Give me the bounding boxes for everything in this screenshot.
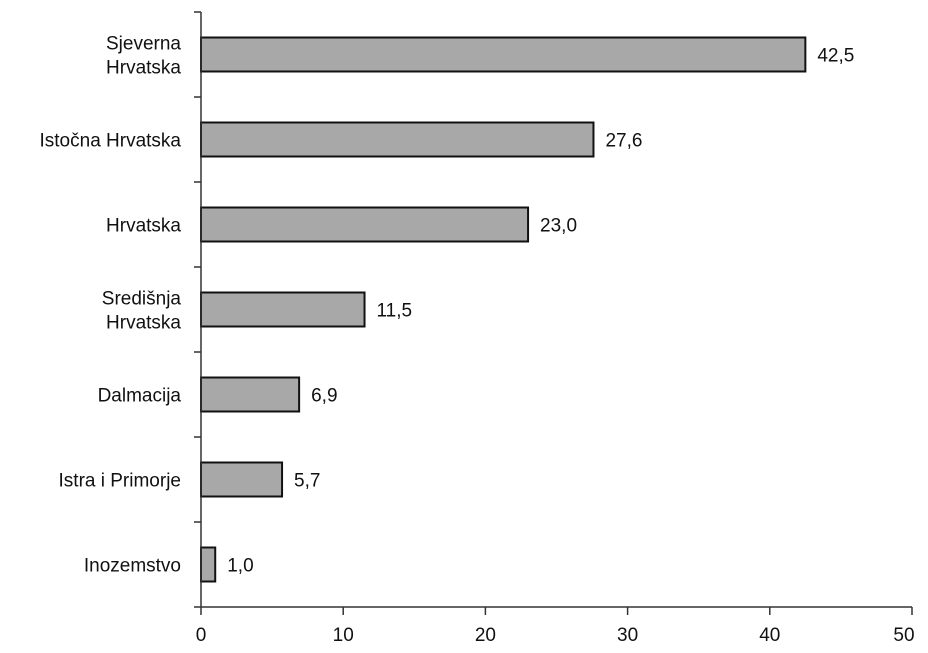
value-label: 27,6 [605, 131, 642, 152]
bar [200, 376, 301, 413]
category-label: Istra i Primorje [59, 471, 181, 492]
value-label: 1,0 [227, 556, 253, 577]
category-label: Hrvatska [106, 216, 181, 237]
value-label: 42,5 [817, 46, 854, 67]
bar [200, 291, 366, 328]
category-label: Istočna Hrvatska [40, 131, 182, 152]
bar [200, 546, 217, 583]
x-tick-label: 30 [617, 625, 638, 646]
value-label: 11,5 [377, 301, 413, 322]
bar [200, 121, 595, 158]
value-label: 6,9 [311, 386, 337, 407]
category-label: Inozemstvo [84, 556, 181, 577]
x-tick-label: 50 [893, 625, 914, 646]
bar [200, 36, 807, 73]
y-axis-ticks [194, 11, 201, 608]
x-tick-label: 0 [196, 625, 207, 646]
value-label: 5,7 [294, 471, 320, 492]
category-label: Sjeverna Hrvatska [106, 34, 181, 79]
value-label: 23,0 [540, 216, 577, 237]
bars-layer [200, 36, 807, 583]
x-axis-ticks: 0 10 20 30 40 50 [196, 607, 915, 646]
bar [200, 461, 284, 498]
x-tick-label: 10 [333, 625, 354, 646]
category-label: Dalmacija [98, 386, 182, 407]
x-tick-label: 40 [759, 625, 780, 646]
value-labels-layer: 42,5 27,6 23,0 11,5 6,9 5,7 1,0 [227, 46, 854, 577]
x-tick-label: 20 [475, 625, 496, 646]
category-label: Središnja Hrvatska [102, 289, 182, 334]
bar [200, 206, 530, 243]
category-labels-layer: Sjeverna Hrvatska Istočna Hrvatska Hrvatska… [40, 34, 182, 577]
